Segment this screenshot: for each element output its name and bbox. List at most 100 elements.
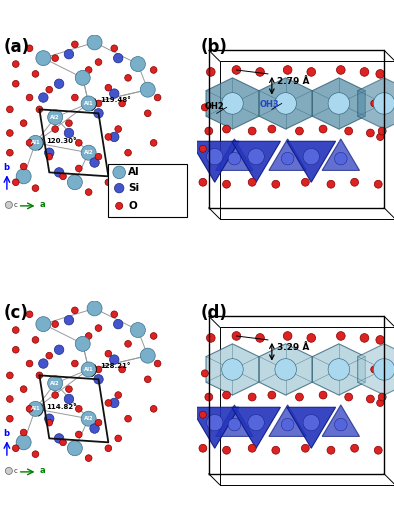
Circle shape [16, 169, 31, 184]
Text: (c): (c) [4, 304, 29, 322]
Circle shape [113, 53, 123, 63]
Polygon shape [216, 405, 253, 436]
Circle shape [13, 327, 19, 334]
Circle shape [206, 68, 215, 76]
Circle shape [151, 66, 157, 73]
Circle shape [32, 451, 39, 458]
Circle shape [13, 179, 19, 186]
Circle shape [36, 51, 51, 65]
Polygon shape [190, 408, 239, 448]
Circle shape [28, 135, 43, 151]
Circle shape [111, 45, 118, 52]
Circle shape [32, 185, 39, 192]
Circle shape [76, 165, 82, 172]
Circle shape [248, 444, 256, 452]
Circle shape [52, 55, 59, 62]
Circle shape [319, 125, 327, 133]
Circle shape [13, 61, 19, 68]
Circle shape [105, 134, 112, 140]
Circle shape [81, 145, 96, 160]
Circle shape [327, 446, 335, 454]
Circle shape [46, 153, 53, 160]
Circle shape [36, 372, 43, 379]
Circle shape [16, 435, 31, 450]
Circle shape [39, 359, 48, 368]
Circle shape [72, 41, 78, 48]
Circle shape [54, 345, 64, 354]
Circle shape [248, 178, 256, 186]
Circle shape [307, 68, 316, 76]
Circle shape [232, 331, 241, 340]
Text: b: b [3, 163, 9, 172]
Polygon shape [269, 139, 307, 170]
Circle shape [336, 65, 345, 74]
Circle shape [113, 319, 123, 329]
Polygon shape [232, 142, 281, 182]
Circle shape [110, 355, 119, 364]
Text: c: c [14, 202, 18, 208]
Circle shape [119, 100, 126, 107]
Circle shape [154, 360, 161, 367]
Circle shape [360, 334, 369, 342]
Text: 119.48°: 119.48° [100, 97, 131, 104]
Circle shape [256, 68, 264, 76]
Circle shape [301, 444, 309, 452]
Circle shape [85, 66, 92, 73]
Text: c: c [14, 468, 18, 474]
Circle shape [223, 180, 230, 188]
Circle shape [371, 100, 378, 107]
Circle shape [81, 362, 96, 377]
Text: a: a [39, 200, 45, 209]
Circle shape [319, 391, 327, 399]
Circle shape [272, 446, 280, 454]
Text: (a): (a) [4, 38, 30, 56]
Circle shape [376, 70, 385, 78]
FancyBboxPatch shape [108, 163, 187, 217]
Circle shape [113, 166, 125, 179]
Circle shape [296, 127, 303, 135]
Text: Al1: Al1 [31, 406, 40, 411]
Text: b: b [3, 429, 9, 438]
Circle shape [20, 163, 27, 170]
Circle shape [105, 400, 112, 406]
Circle shape [75, 336, 90, 351]
Circle shape [87, 35, 102, 50]
Circle shape [130, 56, 145, 71]
Circle shape [26, 405, 33, 412]
Circle shape [145, 110, 151, 117]
Circle shape [64, 394, 74, 404]
Circle shape [145, 376, 151, 383]
Circle shape [20, 386, 27, 393]
Circle shape [13, 346, 19, 353]
Circle shape [199, 411, 206, 418]
Circle shape [20, 429, 27, 436]
Circle shape [119, 366, 126, 373]
Text: 120.30°: 120.30° [46, 138, 77, 144]
Circle shape [371, 366, 378, 373]
Circle shape [130, 322, 145, 337]
Circle shape [36, 317, 51, 331]
Circle shape [115, 126, 122, 132]
Circle shape [85, 189, 92, 195]
Circle shape [336, 331, 345, 340]
Circle shape [6, 130, 13, 136]
Circle shape [199, 145, 206, 152]
Circle shape [140, 82, 155, 97]
Circle shape [232, 65, 241, 74]
Circle shape [199, 178, 207, 186]
Text: (b): (b) [201, 38, 228, 56]
Circle shape [110, 398, 119, 408]
Circle shape [64, 315, 74, 325]
Circle shape [140, 348, 155, 363]
Circle shape [72, 94, 78, 101]
Circle shape [222, 359, 243, 380]
Circle shape [95, 153, 102, 160]
Circle shape [377, 400, 384, 406]
Circle shape [6, 149, 13, 156]
Circle shape [6, 415, 13, 422]
Circle shape [307, 334, 316, 342]
Text: Si: Si [128, 183, 139, 193]
Circle shape [32, 71, 39, 77]
Circle shape [94, 375, 103, 384]
Circle shape [87, 301, 102, 316]
